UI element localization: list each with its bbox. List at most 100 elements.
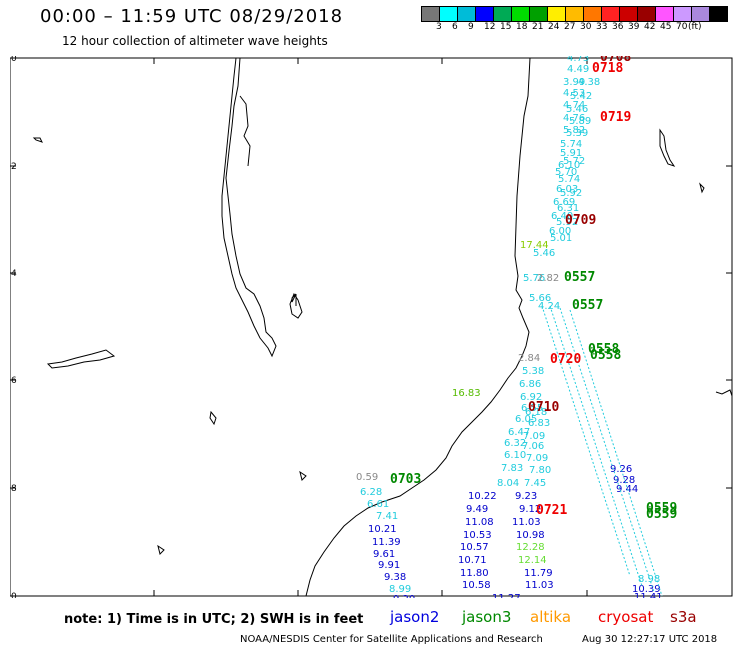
wave-height-value: 11.03 xyxy=(525,580,554,591)
color-legend xyxy=(421,6,728,22)
wave-height-value: 6.86 xyxy=(519,379,541,390)
wave-height-value: 6.47 xyxy=(508,427,530,438)
wave-height-value: 6.55 xyxy=(521,403,543,414)
footer-credit: NOAA/NESDIS Center for Satellite Applica… xyxy=(240,634,543,645)
wave-height-value: 2.82 xyxy=(537,273,559,284)
wave-height-value: 7.80 xyxy=(529,465,551,476)
wave-height-value: 3.99 xyxy=(563,77,585,88)
altimeter-track xyxy=(541,305,631,577)
wave-height-value: 4.49 xyxy=(567,64,589,75)
wave-height-value: 6.00 xyxy=(549,226,571,237)
pass-time-tag: 0559 xyxy=(646,507,677,522)
wave-height-value: 6.28 xyxy=(360,487,382,498)
wave-height-value: 7.45 xyxy=(524,478,546,489)
wave-height-value: 4.38 xyxy=(578,77,600,88)
wave-height-value: 5.46 xyxy=(533,248,555,259)
satellite-jason3: jason3 xyxy=(462,608,512,626)
legend-label: 45 xyxy=(660,22,672,32)
wave-height-value: 10.58 xyxy=(462,580,491,591)
wave-height-value: 9.44 xyxy=(616,484,638,495)
lake-chilwa xyxy=(289,292,303,319)
map-subtitle: 12 hour collection of altimeter wave hei… xyxy=(62,34,328,48)
wave-height-value: 7.41 xyxy=(376,511,398,522)
wave-height-value: 11.39 xyxy=(372,537,401,548)
pass-time-tag: 0710 xyxy=(528,400,559,415)
wave-height-value: 5.01 xyxy=(550,233,572,244)
legend-swatch xyxy=(421,6,440,22)
legend-swatch xyxy=(583,6,602,22)
legend-swatch xyxy=(547,6,566,22)
legend-swatch xyxy=(493,6,512,22)
pass-time-tag: 0558 xyxy=(590,348,621,363)
wave-height-value: 6.10 xyxy=(504,450,526,461)
legend-label: 30 xyxy=(580,22,592,32)
wave-height-value: 12.14 xyxy=(518,555,547,566)
legend-label: 18 xyxy=(516,22,528,32)
pass-time-tag: 0557 xyxy=(572,298,603,313)
lat-tick-label: -10 xyxy=(10,56,17,64)
wave-height-value: 7.83 xyxy=(501,463,523,474)
lake-cahora-bassa xyxy=(46,349,116,369)
wave-height-value: 7.09 xyxy=(526,453,548,464)
wave-height-value: 5.82 xyxy=(563,125,585,136)
wave-height-value: 11.80 xyxy=(460,568,489,579)
wave-height-value: 9.26 xyxy=(610,464,632,475)
legend-label: 24 xyxy=(548,22,560,32)
pass-time-tag: 0558 xyxy=(588,342,619,357)
satellite-altika: altika xyxy=(530,608,572,626)
satellite-jason2: jason2 xyxy=(390,608,440,626)
lat-tick-label: -16 xyxy=(10,376,17,386)
wave-height-value: 5.92 xyxy=(556,217,578,228)
wave-height-value: 16.83 xyxy=(452,388,481,399)
wave-height-value: 6.31 xyxy=(557,203,579,214)
map-title: 00:00 – 11:59 UTC 08/29/2018 xyxy=(40,6,344,27)
coastline-mozambique xyxy=(305,57,531,597)
legend-label: 15 xyxy=(500,22,512,32)
wave-height-value: 9.20 xyxy=(393,594,415,598)
wave-height-value: 4.24 xyxy=(538,301,560,312)
wave-height-value: 5.91 xyxy=(560,148,582,159)
legend-swatch xyxy=(673,6,692,22)
wave-height-value: 8.98 xyxy=(638,574,660,585)
wave-height-value: 11.03 xyxy=(512,517,541,528)
legend-swatch xyxy=(619,6,638,22)
wave-height-value: 4.76 xyxy=(563,113,585,124)
wave-height-value: 8.04 xyxy=(497,478,519,489)
wave-height-value: 5.39 xyxy=(566,128,588,139)
wave-height-value: 10.22 xyxy=(468,491,497,502)
wave-height-value: 5.66 xyxy=(529,293,551,304)
wave-height-value: 4.74 xyxy=(563,100,585,111)
legend-swatch xyxy=(529,6,548,22)
wave-height-value: 5.42 xyxy=(570,91,592,102)
wave-height-value: 11.41 xyxy=(634,592,663,598)
legend-label: (ft) xyxy=(688,22,702,32)
wave-height-value: 10.21 xyxy=(368,524,397,535)
lat-tick-label: -18 xyxy=(10,484,17,494)
legend-swatch xyxy=(709,6,728,22)
map-frame xyxy=(10,57,733,597)
coastline-madagascar xyxy=(715,389,733,426)
wave-height-value: 11.08 xyxy=(465,517,494,528)
wave-height-value: 12.28 xyxy=(516,542,545,553)
legend-swatch xyxy=(691,6,710,22)
wave-height-value: 5.89 xyxy=(569,116,591,127)
wave-height-value: 9.38 xyxy=(384,572,406,583)
pass-time-tag: 0719 xyxy=(600,110,631,125)
note-text: note: 1) Time is in UTC; 2) SWH is in fe… xyxy=(64,612,364,627)
legend-label: 42 xyxy=(644,22,656,32)
wave-height-value: 4.53 xyxy=(563,88,585,99)
wave-height-value: 10.57 xyxy=(460,542,489,553)
satellite-cryosat: cryosat xyxy=(598,608,654,626)
wave-height-value: 4.73 xyxy=(567,56,589,64)
wave-height-value: 10.71 xyxy=(458,555,487,566)
legend-swatch xyxy=(439,6,458,22)
wave-height-value: 5.70 xyxy=(555,167,577,178)
pass-time-tag: 0720 xyxy=(550,352,581,367)
wave-height-value: 5.46 xyxy=(566,104,588,115)
pass-time-tag: 0557 xyxy=(564,270,595,285)
wave-height-value: 6.18 xyxy=(525,407,547,418)
legend-swatch xyxy=(565,6,584,22)
wave-height-value: 5.92 xyxy=(560,188,582,199)
legend-label: 12 xyxy=(484,22,496,32)
legend-label: 9 xyxy=(468,22,474,32)
